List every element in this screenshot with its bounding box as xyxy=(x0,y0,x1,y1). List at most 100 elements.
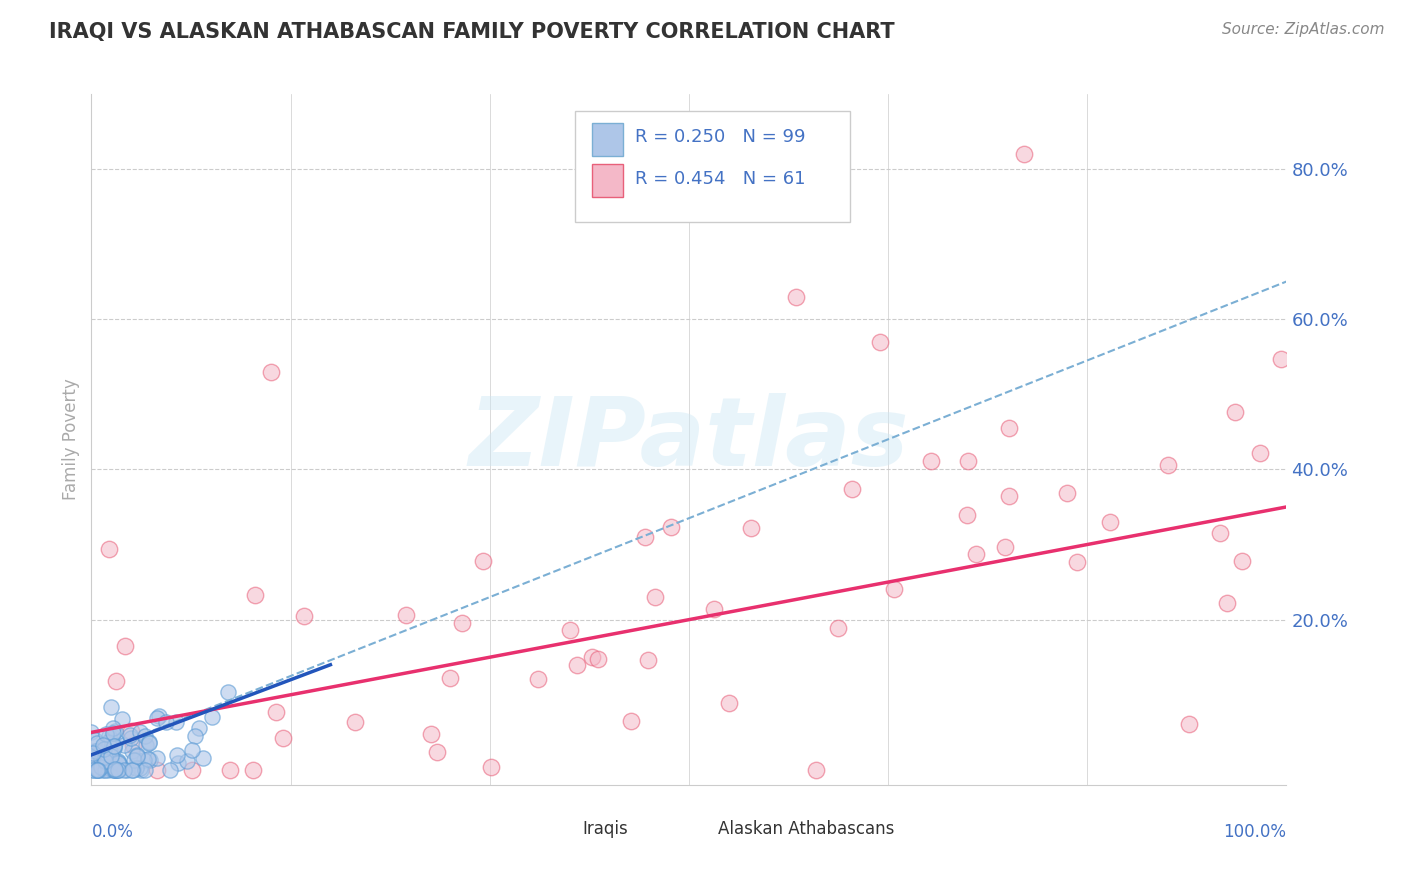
Point xyxy=(869,334,891,349)
Point xyxy=(93,739,115,754)
Point xyxy=(344,714,367,729)
FancyBboxPatch shape xyxy=(575,111,851,221)
Point xyxy=(581,649,603,664)
Point xyxy=(83,753,105,767)
Point xyxy=(139,753,162,767)
Point xyxy=(998,421,1021,435)
Point xyxy=(105,734,128,748)
Point xyxy=(107,756,129,771)
Point xyxy=(107,754,129,768)
Point xyxy=(994,540,1017,554)
Point xyxy=(122,753,145,767)
FancyBboxPatch shape xyxy=(592,123,623,156)
Point xyxy=(87,763,110,777)
Point xyxy=(956,508,979,522)
Point xyxy=(91,763,114,777)
Point xyxy=(718,696,741,710)
Point xyxy=(82,750,104,764)
Point xyxy=(1056,486,1078,500)
Point xyxy=(127,753,149,767)
Point xyxy=(219,763,242,777)
Point xyxy=(1249,446,1271,460)
Point xyxy=(138,752,160,766)
Point xyxy=(105,763,128,777)
Point xyxy=(180,743,202,757)
Point xyxy=(82,763,104,777)
Point xyxy=(97,763,120,777)
Point xyxy=(112,763,135,777)
Point xyxy=(101,763,124,777)
Point xyxy=(634,530,657,544)
Point xyxy=(83,763,105,777)
Text: Source: ZipAtlas.com: Source: ZipAtlas.com xyxy=(1222,22,1385,37)
Point xyxy=(107,763,129,777)
Point xyxy=(956,454,979,468)
Point xyxy=(997,490,1019,504)
Point xyxy=(1066,555,1088,569)
Point xyxy=(200,710,222,724)
Text: Alaskan Athabascans: Alaskan Athabascans xyxy=(717,820,894,838)
Point xyxy=(89,744,111,758)
Point xyxy=(1157,458,1180,472)
Point xyxy=(111,712,134,726)
Point xyxy=(620,714,643,729)
Point xyxy=(128,761,150,775)
Point xyxy=(1230,554,1253,568)
Point xyxy=(103,740,125,755)
Point xyxy=(155,715,177,730)
Point xyxy=(121,763,143,777)
Point xyxy=(1178,717,1201,731)
Point xyxy=(94,754,117,768)
Text: 0.0%: 0.0% xyxy=(91,823,134,841)
Point xyxy=(132,753,155,767)
Text: R = 0.250   N = 99: R = 0.250 N = 99 xyxy=(636,128,806,145)
Point xyxy=(184,729,207,743)
Point xyxy=(166,748,188,763)
Point xyxy=(1270,352,1292,367)
Point xyxy=(259,365,281,379)
Point xyxy=(96,727,118,741)
Text: R = 0.454   N = 61: R = 0.454 N = 61 xyxy=(636,169,806,187)
Point xyxy=(264,705,287,719)
Point xyxy=(138,735,160,749)
Point xyxy=(138,736,160,750)
Text: 100.0%: 100.0% xyxy=(1223,823,1286,841)
Text: IRAQI VS ALASKAN ATHABASCAN FAMILY POVERTY CORRELATION CHART: IRAQI VS ALASKAN ATHABASCAN FAMILY POVER… xyxy=(49,22,894,42)
Point xyxy=(104,763,127,777)
Point xyxy=(134,729,156,743)
Point xyxy=(122,738,145,752)
Point xyxy=(83,747,105,762)
Point xyxy=(841,482,863,496)
Point xyxy=(104,724,127,739)
Point xyxy=(165,715,187,730)
FancyBboxPatch shape xyxy=(551,820,578,838)
Point xyxy=(129,724,152,739)
Point xyxy=(217,685,239,699)
Point xyxy=(567,658,589,673)
Point xyxy=(104,763,127,777)
Point xyxy=(1223,405,1246,419)
Point xyxy=(100,762,122,776)
Point xyxy=(191,751,214,765)
FancyBboxPatch shape xyxy=(592,164,623,197)
Point xyxy=(785,289,807,303)
Point xyxy=(120,731,142,746)
Text: ZIPatlas: ZIPatlas xyxy=(468,392,910,486)
Point xyxy=(100,748,122,763)
Point xyxy=(86,736,108,750)
Point xyxy=(100,745,122,759)
Point xyxy=(86,763,108,777)
Point xyxy=(586,652,609,666)
Point xyxy=(97,735,120,749)
Point xyxy=(1012,146,1035,161)
Point xyxy=(146,711,169,725)
Point xyxy=(187,721,209,735)
Point xyxy=(479,760,502,774)
Point xyxy=(181,763,204,777)
Point xyxy=(134,763,156,777)
Point xyxy=(105,674,128,689)
Point xyxy=(637,653,659,667)
Point xyxy=(242,763,264,777)
Y-axis label: Family Poverty: Family Poverty xyxy=(62,378,80,500)
Point xyxy=(292,608,315,623)
